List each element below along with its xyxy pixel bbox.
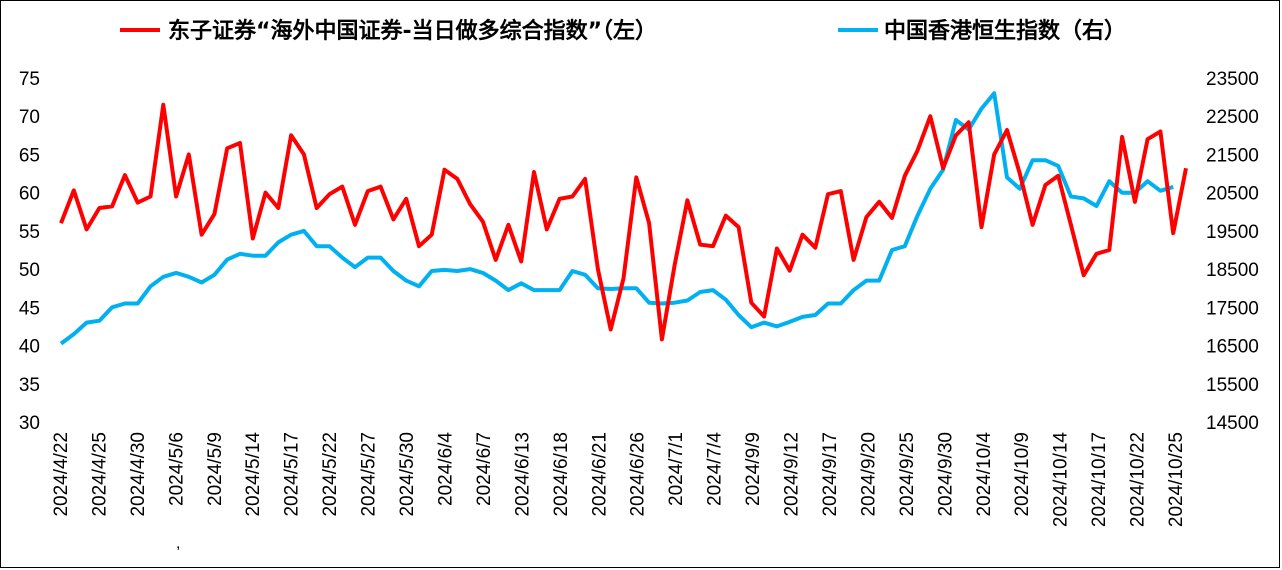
x-tick-label: 2024/5/6	[166, 432, 187, 506]
x-tick-label: 2024/6/4	[435, 432, 456, 506]
series-line-hang-seng	[59, 91, 1174, 346]
x-tick-label: 2024/4/25	[89, 432, 110, 517]
left-tick-label: 70	[19, 107, 40, 128]
x-tick-label: 2024/9/30	[935, 432, 956, 517]
right-axis-ticks: 14500 15500 16500 17500 18500 19500 20500 21500…	[1206, 69, 1259, 434]
right-tick-label: 19500	[1206, 222, 1259, 243]
x-axis-ticks: 2024/4/22 2024/4/25 2024/4/30 2024/5/6 2024/…	[51, 432, 1187, 528]
x-tick-label: 2024/5/30	[397, 432, 418, 517]
legend: 东子证券“海外中国证券-当日做多综合指数”（左） 中国香港恒生指数（右）	[120, 18, 1126, 44]
x-tick-label: 2024/9/20	[858, 432, 879, 517]
left-tick-label: 75	[19, 69, 40, 90]
x-tick-label: 2024/5/27	[359, 432, 380, 517]
left-tick-label: 65	[19, 145, 40, 166]
x-tick-label: 2024/6/18	[551, 432, 572, 517]
right-tick-label: 21500	[1206, 145, 1259, 166]
x-tick-label: 2024/7/4	[705, 432, 726, 506]
left-tick-label: 60	[19, 184, 40, 205]
right-tick-label: 22500	[1206, 107, 1259, 128]
x-tick-label: 2024/10/22	[1128, 432, 1149, 527]
series-line-long-index	[59, 102, 1188, 342]
x-tick-label: 2024/5/9	[205, 432, 226, 506]
x-tick-label: 2024/9/12	[782, 432, 803, 517]
right-tick-label: 15500	[1206, 375, 1259, 396]
right-tick-label: 18500	[1206, 260, 1259, 281]
left-tick-label: 30	[19, 413, 40, 434]
x-tick-label: 2024/10/4	[974, 432, 995, 517]
x-tick-label: 2024/5/22	[320, 432, 341, 517]
right-tick-label: 17500	[1206, 298, 1259, 319]
x-tick-label: 2024/10/25	[1166, 432, 1187, 527]
x-tick-label: 2024/9/25	[897, 432, 918, 517]
right-tick-label: 14500	[1206, 413, 1259, 434]
left-tick-label: 55	[19, 222, 40, 243]
stray-comma-mark: ,	[176, 535, 180, 552]
x-tick-label: 2024/6/13	[512, 432, 533, 517]
x-tick-label: 2024/6/26	[628, 432, 649, 517]
x-tick-label: 2024/6/21	[589, 432, 610, 517]
left-tick-label: 35	[19, 375, 40, 396]
left-tick-label: 50	[19, 260, 40, 281]
x-tick-label: 2024/9/9	[743, 432, 764, 506]
x-tick-label: 2024/10/17	[1089, 432, 1110, 527]
x-tick-label: 2024/4/30	[128, 432, 149, 517]
legend-label-right: 中国香港恒生指数（右）	[884, 18, 1126, 44]
x-tick-label: 2024/10/14	[1051, 432, 1072, 528]
x-tick-label: 2024/5/14	[243, 432, 264, 517]
x-tick-label: 2024/6/7	[474, 432, 495, 506]
left-tick-label: 45	[19, 298, 40, 319]
left-axis-ticks: 30 35 40 45 50 55 60 65 70 75	[19, 69, 40, 434]
x-tick-label: 2024/10/9	[1012, 432, 1033, 517]
right-tick-label: 20500	[1206, 184, 1259, 205]
x-tick-label: 2024/7/1	[666, 432, 687, 506]
x-tick-label: 2024/5/17	[282, 432, 303, 517]
x-tick-label: 2024/9/17	[820, 432, 841, 517]
x-tick-label: 2024/4/22	[51, 432, 72, 517]
right-tick-label: 23500	[1206, 69, 1259, 90]
left-tick-label: 40	[19, 337, 40, 358]
right-tick-label: 16500	[1206, 337, 1259, 358]
legend-label-left: 东子证券“海外中国证券-当日做多综合指数”（左）	[168, 18, 657, 44]
